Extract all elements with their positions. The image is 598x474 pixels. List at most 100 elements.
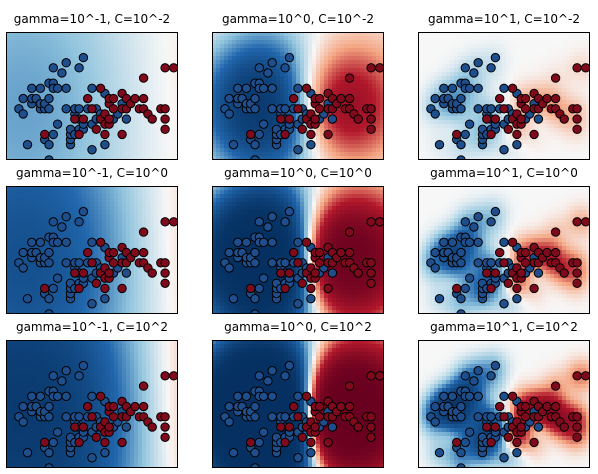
heatmap-cell	[138, 80, 143, 85]
heatmap-cell	[6, 108, 11, 113]
heatmap-cell	[150, 186, 155, 191]
heatmap-cell	[154, 186, 159, 191]
heatmap-cell	[578, 136, 583, 141]
heatmap-cell	[418, 44, 423, 49]
heatmap-cell	[146, 234, 151, 239]
heatmap-cell	[574, 100, 579, 105]
heatmap-cell	[474, 52, 479, 57]
heatmap-cell	[114, 136, 119, 141]
heatmap-cell	[438, 36, 443, 41]
heatmap-cell	[446, 68, 451, 73]
heatmap-cell	[304, 64, 309, 69]
heatmap-cell	[418, 88, 423, 93]
scatter-point	[121, 114, 132, 124]
heatmap-cell	[506, 76, 511, 81]
heatmap-cell	[220, 96, 225, 101]
heatmap-cell	[14, 92, 19, 97]
heatmap-cell	[154, 84, 159, 89]
heatmap-cell	[438, 136, 443, 141]
heatmap-cell	[426, 44, 431, 49]
heatmap-cell	[134, 72, 139, 77]
heatmap-cell	[174, 124, 178, 129]
heatmap-cell	[58, 190, 63, 195]
heatmap-cell	[46, 120, 51, 125]
heatmap-cell	[130, 210, 135, 215]
heatmap-cell	[522, 136, 527, 141]
heatmap-cell	[458, 128, 463, 133]
heatmap-cell	[224, 116, 229, 121]
heatmap-cell	[58, 48, 63, 53]
heatmap-cell	[220, 88, 225, 93]
heatmap-cell	[42, 234, 47, 239]
heatmap-cell	[256, 112, 261, 117]
heatmap-cell	[216, 152, 221, 157]
heatmap-cell	[578, 132, 583, 137]
heatmap-cell	[422, 152, 427, 157]
heatmap-cell	[380, 84, 384, 89]
heatmap-cell	[166, 152, 171, 157]
heatmap-cell	[566, 112, 571, 117]
heatmap-cell	[486, 156, 491, 160]
heatmap-cell	[434, 128, 439, 133]
scatter-point	[250, 139, 260, 150]
heatmap-cell	[422, 128, 427, 133]
heatmap-cell	[506, 80, 511, 85]
heatmap-cell	[550, 72, 555, 77]
heatmap-cell	[268, 124, 273, 129]
scatter-point	[280, 129, 290, 140]
heatmap-cell	[170, 116, 175, 121]
heatmap-cell	[146, 140, 151, 145]
heatmap-cell	[558, 36, 563, 41]
heatmap-cell	[46, 52, 51, 57]
heatmap-cell	[30, 148, 35, 153]
heatmap-cell	[304, 148, 309, 153]
heatmap-cell	[446, 44, 451, 49]
heatmap-cell	[150, 136, 155, 141]
heatmap-cell	[356, 60, 361, 65]
heatmap-cell	[130, 84, 135, 89]
heatmap-cell	[360, 40, 365, 45]
heatmap-cell	[372, 148, 377, 153]
heatmap-cell	[418, 156, 423, 160]
heatmap-cell	[566, 124, 571, 129]
heatmap-cell	[418, 152, 423, 157]
heatmap-cell	[316, 132, 321, 137]
heatmap-cell	[348, 152, 353, 157]
heatmap-cell	[166, 206, 171, 211]
heatmap-cell	[94, 230, 99, 235]
heatmap-cell	[10, 222, 15, 227]
heatmap-cell	[320, 44, 325, 49]
heatmap-cell	[248, 76, 253, 81]
heatmap-cell	[372, 136, 377, 141]
heatmap-cell	[288, 72, 293, 77]
scatter-point	[572, 124, 582, 134]
heatmap-cell	[490, 44, 495, 49]
heatmap-cell	[478, 72, 483, 77]
heatmap-cell	[478, 100, 483, 105]
heatmap-cell	[578, 80, 583, 85]
heatmap-cell	[558, 120, 563, 125]
scatter-point	[44, 139, 54, 150]
heatmap-cell	[546, 152, 551, 157]
heatmap-cell	[134, 136, 139, 141]
heatmap-cell	[244, 32, 249, 37]
heatmap-cell	[138, 140, 143, 145]
heatmap-cell	[356, 100, 361, 105]
heatmap-cell	[542, 128, 547, 133]
heatmap-cell	[26, 136, 31, 141]
heatmap-cell	[474, 100, 479, 105]
heatmap-cell	[244, 56, 249, 61]
heatmap-cell	[54, 214, 59, 219]
heatmap-cell	[578, 36, 583, 41]
heatmap-cell	[166, 226, 171, 231]
heatmap-cell	[224, 120, 229, 125]
heatmap-cell	[114, 72, 119, 77]
heatmap-cell	[260, 144, 265, 149]
heatmap-cell	[30, 72, 35, 77]
heatmap-cell	[94, 40, 99, 45]
heatmap-cell	[248, 40, 253, 45]
heatmap-cell	[550, 52, 555, 57]
heatmap-cell	[174, 84, 178, 89]
heatmap-cell	[426, 92, 431, 97]
heatmap-cell	[22, 152, 27, 157]
